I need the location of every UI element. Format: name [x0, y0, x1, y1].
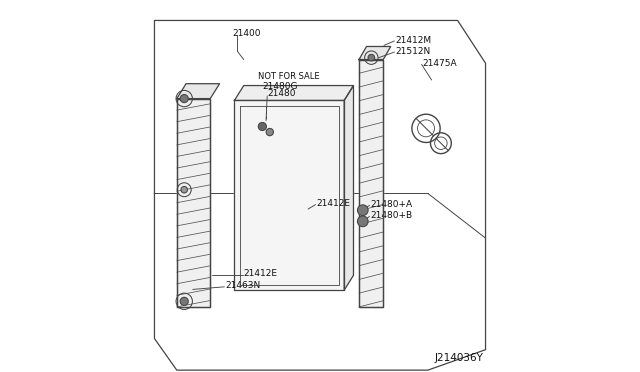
Polygon shape — [234, 100, 344, 290]
Text: 21412E: 21412E — [316, 199, 350, 208]
Circle shape — [180, 297, 188, 305]
Polygon shape — [344, 86, 353, 290]
Polygon shape — [359, 46, 390, 60]
Text: 21400: 21400 — [232, 29, 261, 38]
Polygon shape — [154, 20, 486, 370]
Polygon shape — [359, 60, 383, 307]
Circle shape — [368, 54, 374, 61]
Circle shape — [259, 122, 266, 131]
Text: 21480G: 21480G — [262, 82, 298, 91]
Polygon shape — [234, 86, 353, 100]
Text: 21412E: 21412E — [244, 269, 278, 278]
Circle shape — [357, 216, 368, 227]
Circle shape — [181, 186, 188, 193]
Text: 21412M: 21412M — [395, 36, 431, 45]
Circle shape — [180, 94, 188, 103]
Text: 21480+A: 21480+A — [370, 200, 412, 209]
Polygon shape — [177, 99, 211, 307]
Text: 21463N: 21463N — [225, 281, 260, 290]
Polygon shape — [177, 84, 220, 99]
Text: 21480: 21480 — [267, 89, 296, 98]
Text: 21475A: 21475A — [422, 59, 457, 68]
Circle shape — [266, 128, 273, 136]
Text: 21512N: 21512N — [395, 47, 430, 56]
Text: NOT FOR SALE: NOT FOR SALE — [257, 72, 319, 81]
Text: J214036Y: J214036Y — [435, 353, 484, 363]
Text: 21480+B: 21480+B — [370, 211, 412, 220]
Circle shape — [357, 205, 368, 215]
